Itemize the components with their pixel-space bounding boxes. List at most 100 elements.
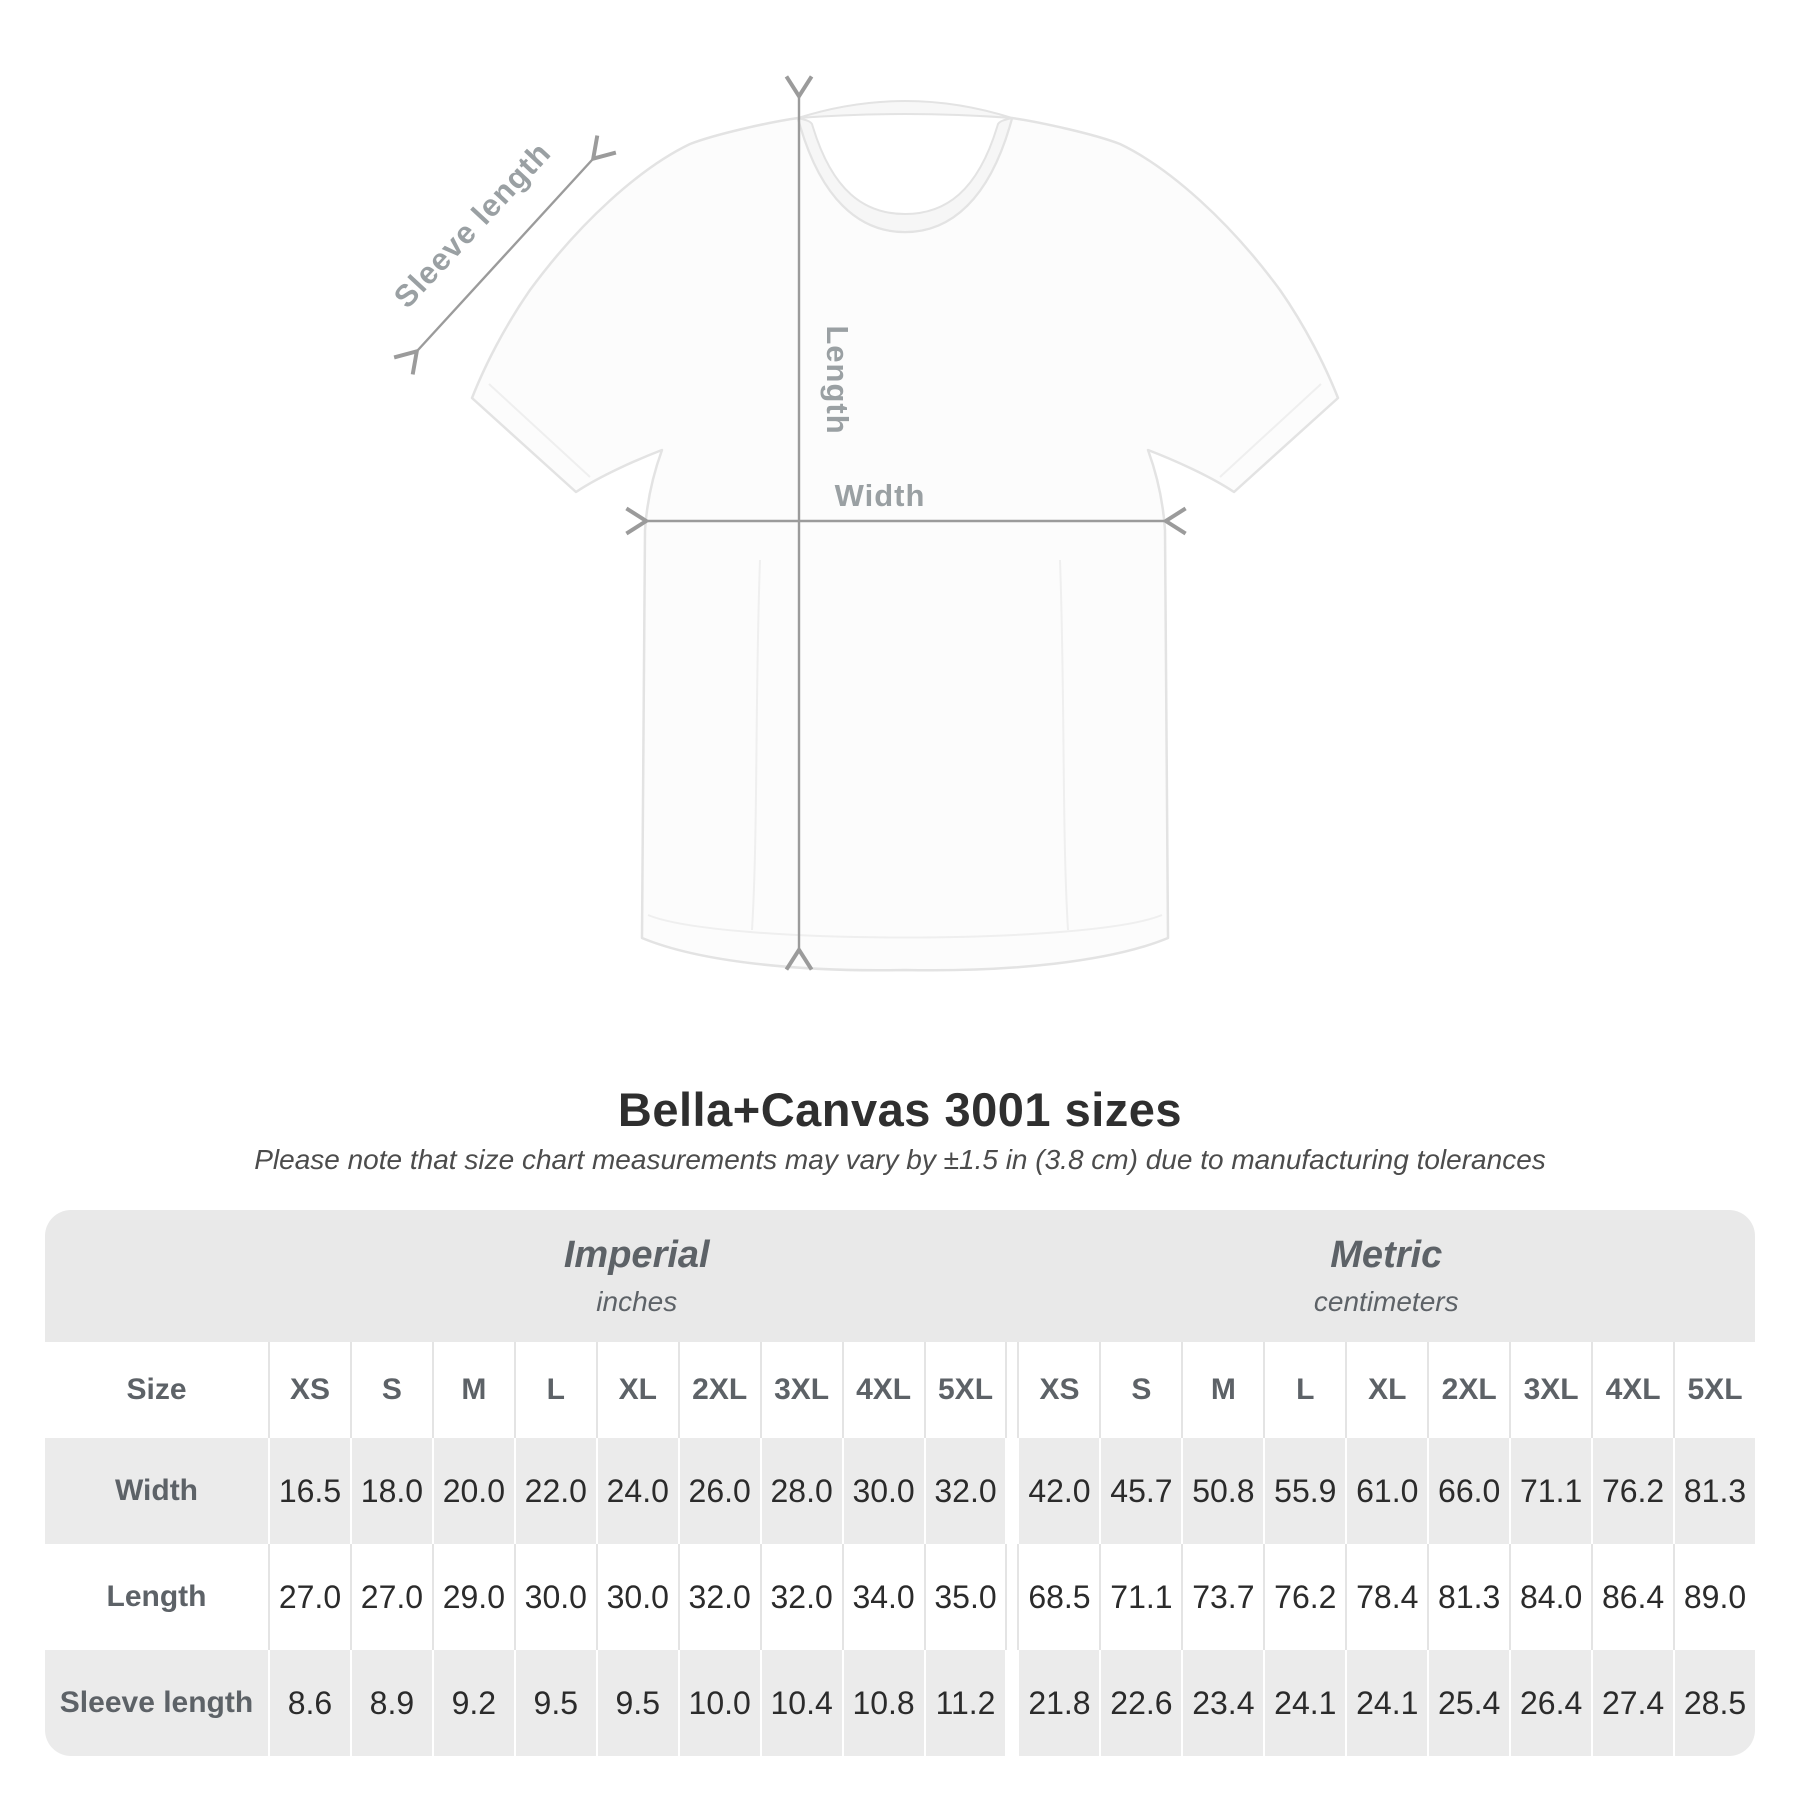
metric-title: Metric (1330, 1234, 1443, 1276)
tshirt-collar (797, 117, 1013, 233)
size-value: 81.3 (1673, 1438, 1755, 1544)
size-table: Imperial inches Metric centimeters Size X… (45, 1210, 1755, 1756)
size-value: 9.2 (431, 1650, 514, 1756)
imperial-header: Imperial inches (268, 1210, 1006, 1342)
width-label: Width (835, 478, 926, 513)
size-header: M (431, 1342, 514, 1438)
tshirt-body (470, 116, 1340, 972)
metric-header: Metric centimeters (1018, 1210, 1756, 1342)
size-value: 24.1 (1263, 1650, 1346, 1756)
size-value: 22.0 (513, 1438, 596, 1544)
size-header: M (1181, 1342, 1264, 1438)
size-header: XL (1345, 1342, 1428, 1438)
unit-gap (1005, 1544, 1018, 1650)
size-value: 76.2 (1591, 1438, 1674, 1544)
unit-band-spacer (45, 1210, 268, 1342)
size-value: 23.4 (1181, 1650, 1264, 1756)
size-value: 30.0 (595, 1544, 678, 1650)
size-value: 30.0 (513, 1544, 596, 1650)
size-value: 71.1 (1099, 1544, 1182, 1650)
size-value: 11.2 (923, 1650, 1006, 1756)
size-value: 86.4 (1591, 1544, 1674, 1650)
size-value: 35.0 (923, 1544, 1006, 1650)
size-value: 32.0 (677, 1544, 760, 1650)
row-label: Length (45, 1544, 268, 1650)
size-value: 81.3 (1427, 1544, 1510, 1650)
size-value: 73.7 (1181, 1544, 1264, 1650)
size-value: 28.5 (1673, 1650, 1755, 1756)
tshirt-seams (488, 383, 1322, 939)
size-value: 84.0 (1509, 1544, 1592, 1650)
tshirt-diagram: Sleeve length Length Width (387, 75, 1340, 972)
size-value: 89.0 (1673, 1544, 1755, 1650)
size-value: 61.0 (1345, 1438, 1428, 1544)
metric-unit: centimeters (1313, 1286, 1459, 1317)
size-header: 5XL (1673, 1342, 1755, 1438)
unit-gap (1005, 1342, 1018, 1438)
size-value: 10.0 (677, 1650, 760, 1756)
size-value: 16.5 (268, 1438, 350, 1544)
size-value: 18.0 (349, 1438, 432, 1544)
size-header: 4XL (1591, 1342, 1674, 1438)
page-title: Bella+Canvas 3001 sizes (617, 1083, 1183, 1136)
tolerance-note: Please note that size chart measurements… (254, 1144, 1546, 1175)
sleeve-length-arrow (393, 135, 617, 375)
size-value: 50.8 (1181, 1438, 1264, 1544)
table-row-length: Length 27.0 27.0 29.0 30.0 30.0 32.0 32.0 34.0 35… (45, 1544, 1755, 1650)
size-value: 25.4 (1427, 1650, 1510, 1756)
size-value: 24.1 (1345, 1650, 1428, 1756)
size-header: XL (595, 1342, 678, 1438)
size-value: 32.0 (759, 1544, 842, 1650)
size-header: XS (1017, 1342, 1100, 1438)
size-value: 68.5 (1017, 1544, 1100, 1650)
size-header: XS (268, 1342, 350, 1438)
size-header: S (1099, 1342, 1182, 1438)
size-value: 76.2 (1263, 1544, 1346, 1650)
size-value: 29.0 (431, 1544, 514, 1650)
size-header: 3XL (759, 1342, 842, 1438)
size-value: 26.4 (1509, 1650, 1592, 1756)
unit-gap (1005, 1438, 1018, 1544)
size-value: 26.0 (677, 1438, 760, 1544)
tshirt-illustration (470, 100, 1340, 972)
size-value: 27.4 (1591, 1650, 1674, 1756)
size-header: L (1263, 1342, 1346, 1438)
table-rows: Size XS S M L XL 2XL 3XL 4XL 5XL XS S M L XL 2XL 3XL 4XL 5… (45, 1342, 1755, 1756)
size-value: 21.8 (1017, 1650, 1100, 1756)
size-value: 55.9 (1263, 1438, 1346, 1544)
size-value: 32.0 (923, 1438, 1006, 1544)
table-row-size: Size XS S M L XL 2XL 3XL 4XL 5XL XS S M L XL 2XL 3XL 4XL 5… (45, 1342, 1755, 1438)
size-value: 71.1 (1509, 1438, 1592, 1544)
table-row-width: Width 16.5 18.0 20.0 22.0 24.0 26.0 28.0 30.0 32.… (45, 1438, 1755, 1544)
unit-band-gap (1006, 1210, 1018, 1342)
size-value: 27.0 (268, 1544, 350, 1650)
size-value: 78.4 (1345, 1544, 1428, 1650)
size-header: 2XL (1427, 1342, 1510, 1438)
size-value: 8.6 (268, 1650, 350, 1756)
size-value: 27.0 (349, 1544, 432, 1650)
unit-gap (1005, 1650, 1018, 1756)
size-header: 2XL (677, 1342, 760, 1438)
size-value: 24.0 (595, 1438, 678, 1544)
size-header: 4XL (841, 1342, 924, 1438)
table-row-sleeve-length: Sleeve length 8.6 8.9 9.2 9.5 9.5 10.0 10.4 10.8… (45, 1650, 1755, 1756)
row-label: Size (45, 1342, 268, 1438)
imperial-title: Imperial (563, 1234, 710, 1276)
size-value: 28.0 (759, 1438, 842, 1544)
size-value: 66.0 (1427, 1438, 1510, 1544)
size-value: 10.8 (841, 1650, 924, 1756)
size-value: 34.0 (841, 1544, 924, 1650)
length-label: Length (820, 325, 855, 434)
size-value: 8.9 (349, 1650, 432, 1756)
size-value: 22.6 (1099, 1650, 1182, 1756)
size-value: 45.7 (1099, 1438, 1182, 1544)
size-value: 42.0 (1017, 1438, 1100, 1544)
size-value: 9.5 (513, 1650, 596, 1756)
size-header: 3XL (1509, 1342, 1592, 1438)
imperial-unit: inches (596, 1286, 678, 1317)
size-header: S (349, 1342, 432, 1438)
size-value: 10.4 (759, 1650, 842, 1756)
size-value: 20.0 (431, 1438, 514, 1544)
row-label: Width (45, 1438, 268, 1544)
